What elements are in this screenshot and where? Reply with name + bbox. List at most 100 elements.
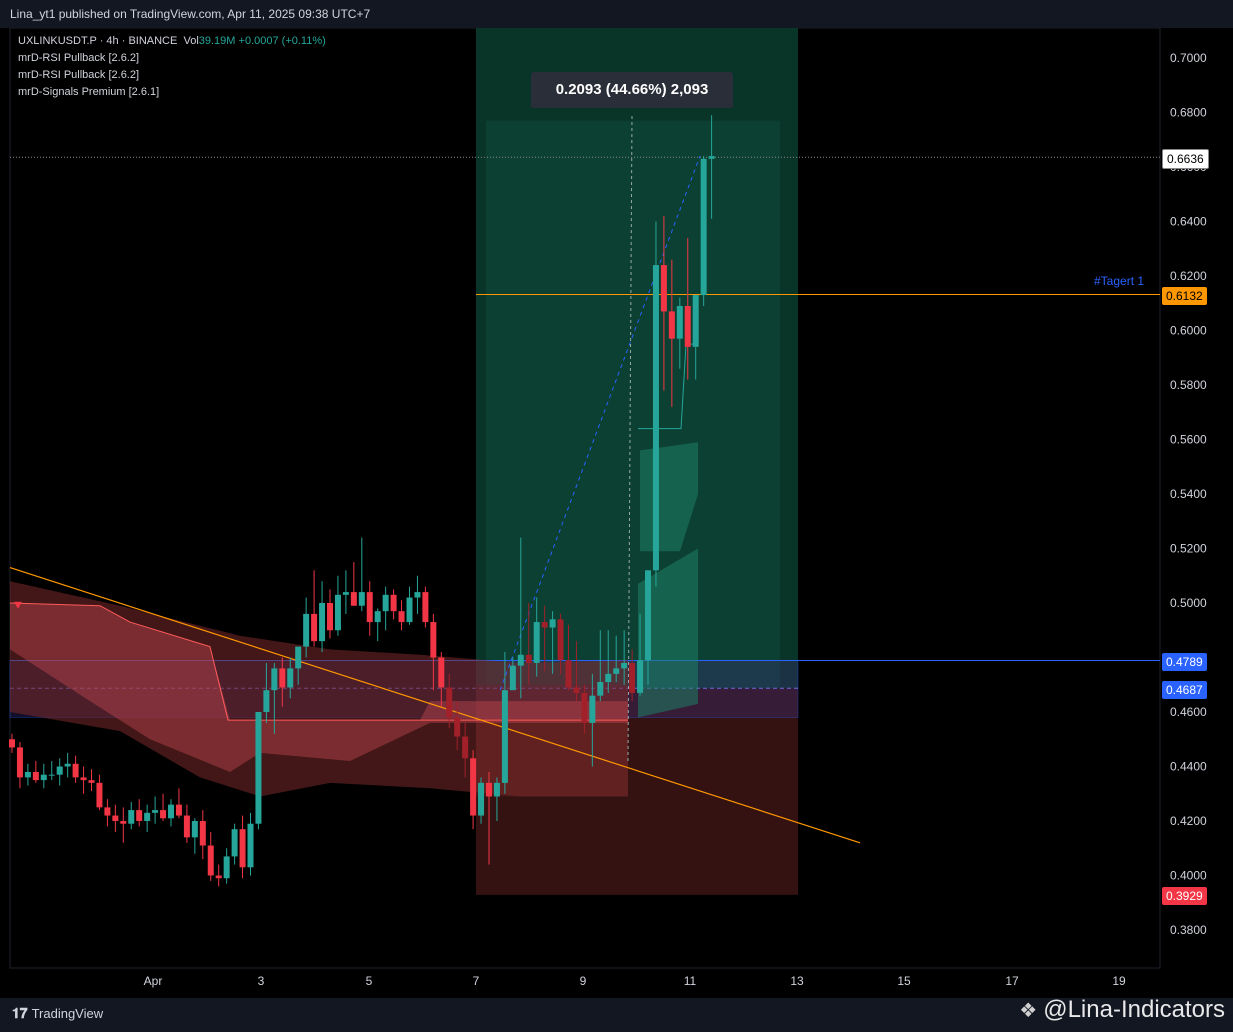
sell-marker [14, 601, 22, 609]
candle-body [374, 611, 381, 623]
candle-body [366, 592, 373, 623]
candle-body [72, 763, 79, 778]
candle-body [152, 810, 159, 813]
candle-body [191, 821, 198, 838]
level-2-value: 0.4687 [1166, 683, 1203, 697]
cloud-inner [10, 603, 628, 772]
y-tick-label: 0.4400 [1170, 760, 1207, 774]
watermark-text: @Lina-Indicators [1043, 996, 1225, 1023]
candle-body [32, 771, 39, 781]
y-tick-label: 0.6400 [1170, 215, 1207, 229]
candle-body [637, 660, 644, 693]
candle-body [279, 668, 286, 688]
cloud-band [10, 581, 628, 797]
time-axis: Apr 3 5 7 9 11 13 15 17 19 [144, 974, 1126, 988]
x-tick-label: 19 [1112, 974, 1126, 988]
candle-body [700, 158, 707, 296]
target-label: #Tagert 1 [1094, 274, 1144, 288]
candle-body [390, 594, 397, 612]
candle-body [175, 804, 182, 816]
candle-body [509, 665, 516, 691]
x-tick-label: 17 [1005, 974, 1019, 988]
target-text: #Tagert 1 [1094, 274, 1145, 288]
level-2-label: 0.4687 [1162, 681, 1207, 699]
x-tick-label: 9 [580, 974, 587, 988]
candle-body [295, 646, 302, 669]
candle-body [549, 619, 556, 628]
candle-body [581, 692, 588, 723]
last-price-label: 0.6636 [1162, 149, 1209, 169]
y-tick-label: 0.5200 [1170, 542, 1207, 556]
indicator-legend-2[interactable]: mrD-RSI Pullback [2.6.2] [18, 69, 139, 81]
level-1-value: 0.4789 [1166, 655, 1203, 669]
candle-body [438, 657, 445, 688]
y-tick-label: 0.7000 [1170, 51, 1207, 65]
candle-body [382, 594, 389, 612]
indicator-name[interactable]: mrD-RSI Pullback [2.6.2] [18, 69, 140, 81]
candle-body [414, 592, 421, 598]
candle-body [692, 295, 699, 347]
candle-body [80, 777, 87, 781]
y-tick-label: 0.6200 [1170, 269, 1207, 283]
candle-body [446, 687, 453, 718]
price-scale-bg [1160, 28, 1233, 968]
indicator-name[interactable]: mrD-RSI Pullback [2.6.2] [18, 52, 140, 64]
candle-body [462, 736, 469, 759]
candle-body [629, 662, 636, 693]
x-tick-label: 3 [258, 974, 265, 988]
y-tick-label: 0.5400 [1170, 487, 1207, 501]
candle-body [525, 654, 532, 663]
price-change: +0.0007 (+0.11%) [238, 35, 326, 47]
candle-body [501, 690, 508, 783]
indicator-name[interactable]: mrD-Signals Premium [2.6.1] [18, 86, 160, 98]
candle-body [136, 810, 143, 821]
indicator-legend-3[interactable]: mrD-Signals Premium [2.6.1] [18, 86, 159, 98]
candle-body [684, 305, 691, 347]
target-price-value: 0.6132 [1166, 289, 1203, 303]
candle-body [160, 810, 167, 819]
candle-body [64, 763, 71, 767]
tradingview-logo[interactable]: 𝟏𝟕 TradingView [12, 1005, 103, 1022]
candle-body [342, 592, 349, 595]
indicator-legend-1[interactable]: mrD-RSI Pullback [2.6.2] [18, 52, 139, 64]
stop-price-label: 0.3929 [1162, 887, 1207, 905]
candle-body [350, 592, 357, 606]
candle-body [40, 774, 47, 781]
candle-body [223, 856, 230, 879]
symbol-legend[interactable]: UXLINKUSDT.P · 4h · BINANCE Vol39.19M +0… [18, 35, 326, 47]
candle-body [199, 821, 206, 846]
target-price-label: 0.6132 [1162, 287, 1207, 305]
x-tick-label: 7 [473, 974, 480, 988]
candle-body [493, 782, 500, 797]
candle-body [88, 780, 95, 783]
target-step-line [638, 343, 698, 430]
tradingview-text: TradingView [31, 1006, 104, 1021]
candle-body [645, 570, 651, 661]
level-1-label: 0.4789 [1162, 653, 1207, 671]
candle-body [255, 712, 262, 824]
y-tick-label: 0.6000 [1170, 324, 1207, 338]
candle-body [327, 603, 333, 631]
candle-body [144, 812, 151, 821]
candle-body [263, 690, 270, 712]
publish-text: Lina_yt1 published on TradingView.com, A… [10, 7, 371, 21]
candle-body [112, 815, 119, 821]
candle-body [573, 687, 580, 693]
vol-value: 39.19M [198, 35, 236, 47]
candle-body [621, 662, 628, 669]
candle-body [271, 668, 278, 691]
measure-label: 0.2093 (44.66%) 2,093 [531, 72, 733, 108]
candle-body [239, 829, 246, 868]
candle-body [533, 622, 540, 663]
candle-body [613, 668, 620, 674]
symbol-line[interactable]: UXLINKUSDT.P · 4h · BINANCE [18, 35, 178, 47]
x-tick-label: 13 [790, 974, 804, 988]
x-tick-label: Apr [144, 974, 163, 988]
candle-body [605, 673, 612, 683]
x-tick-label: 15 [897, 974, 911, 988]
candle-body [96, 782, 103, 808]
candle-body [9, 739, 15, 748]
x-tick-label: 11 [684, 974, 697, 988]
candle-body [517, 654, 524, 666]
